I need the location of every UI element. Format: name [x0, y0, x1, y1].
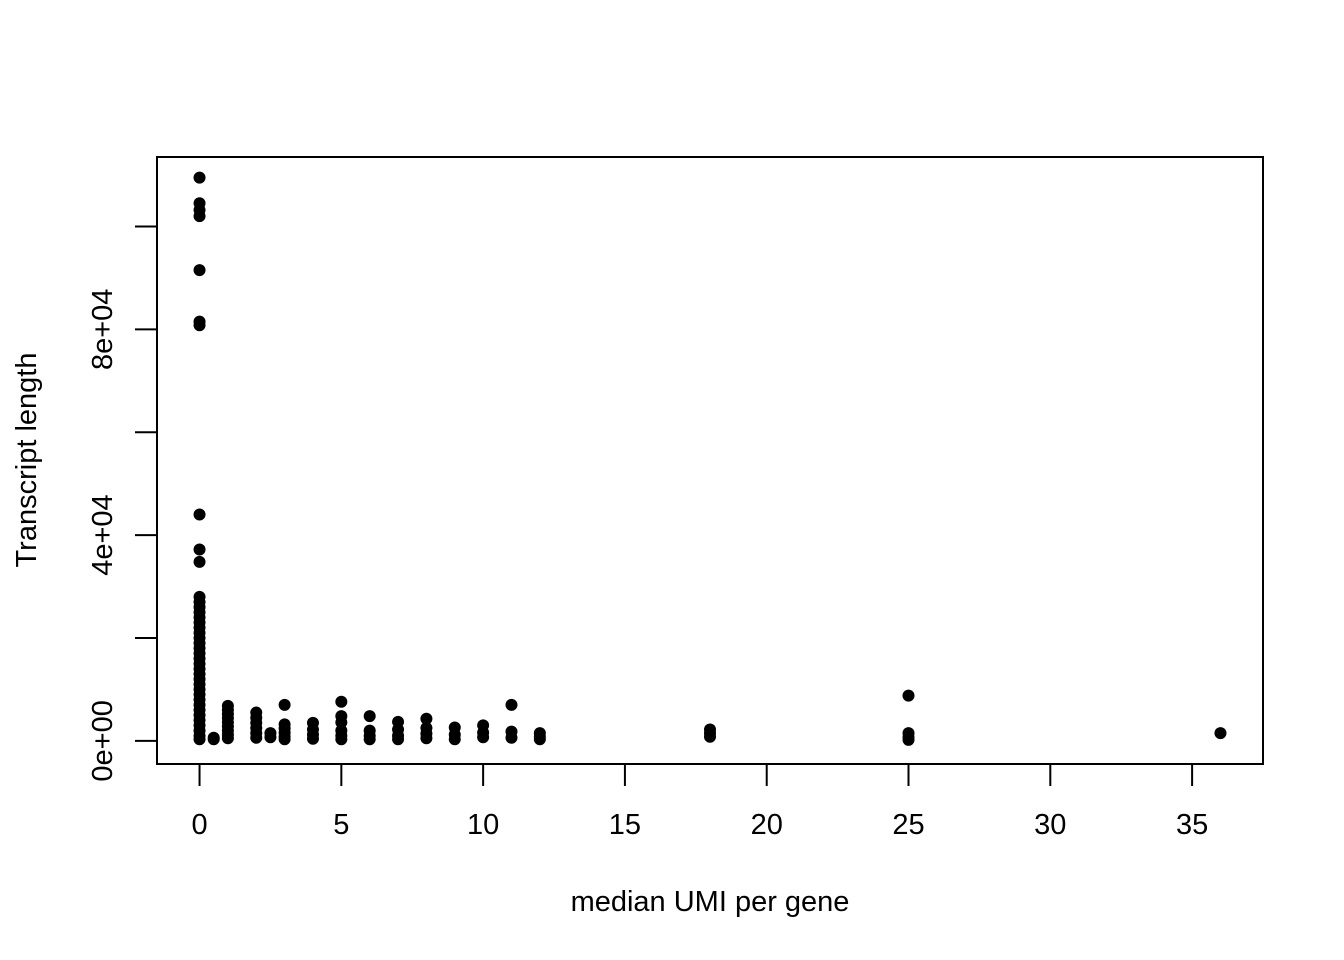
- x-tick-label: 15: [609, 809, 641, 841]
- data-point: [193, 264, 206, 277]
- y-tick-label: 0e+00: [87, 700, 119, 781]
- plot-frame: [156, 156, 1264, 765]
- x-axis-label: median UMI per gene: [571, 886, 850, 918]
- data-point: [278, 698, 291, 711]
- data-point: [477, 731, 490, 744]
- data-point: [505, 731, 518, 744]
- x-tick-label: 25: [892, 809, 924, 841]
- data-point: [704, 730, 716, 743]
- data-point: [1214, 727, 1227, 740]
- x-tick-label: 0: [191, 809, 207, 841]
- x-tick-label: 30: [1034, 809, 1066, 841]
- data-point: [193, 733, 206, 746]
- data-point: [193, 543, 206, 556]
- data-point: [193, 210, 206, 223]
- y-axis-label: Transcript length: [11, 353, 43, 568]
- data-point: [264, 731, 277, 744]
- data-point: [207, 733, 220, 746]
- data-points: [193, 171, 1227, 746]
- data-point: [902, 733, 915, 746]
- y-tick-label: 8e+04: [87, 289, 119, 370]
- data-point: [335, 733, 348, 746]
- x-tick-label: 35: [1176, 809, 1208, 841]
- data-point: [505, 698, 518, 711]
- data-point: [193, 319, 206, 332]
- data-point: [363, 710, 376, 723]
- data-point: [533, 733, 546, 746]
- data-point: [193, 555, 206, 568]
- y-axis: 0e+00 4e+04 8e+04: [87, 225, 158, 782]
- data-point: [193, 171, 206, 184]
- data-point: [902, 689, 915, 702]
- data-point: [221, 732, 234, 745]
- data-point: [420, 732, 433, 745]
- data-point: [193, 508, 206, 521]
- x-axis: 0 5 10 15 20 25 30 35: [191, 763, 1208, 841]
- data-point: [335, 716, 348, 729]
- data-point: [278, 733, 291, 746]
- data-point: [335, 695, 348, 708]
- data-point: [250, 731, 263, 744]
- x-tick-label: 20: [751, 809, 783, 841]
- data-point: [448, 733, 461, 746]
- data-point: [420, 712, 433, 725]
- data-point: [306, 732, 319, 745]
- data-point: [392, 733, 405, 746]
- data-point: [363, 733, 376, 746]
- x-tick-label: 5: [333, 809, 349, 841]
- x-tick-label: 10: [467, 809, 499, 841]
- y-tick-label: 4e+04: [87, 494, 119, 575]
